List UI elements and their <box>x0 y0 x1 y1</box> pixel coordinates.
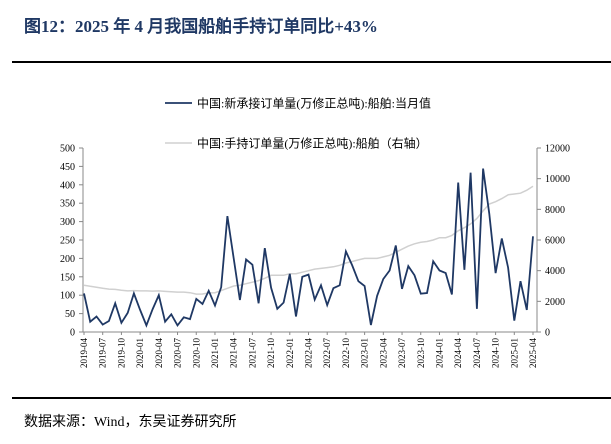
x-tick-label: 2021-07 <box>247 338 257 368</box>
right-tick-label: 8000 <box>545 205 565 216</box>
left-tick-label: 50 <box>65 309 75 320</box>
x-tick-label: 2024-10 <box>491 338 501 368</box>
x-tick-label: 2023-07 <box>397 338 407 368</box>
left-tick-label: 0 <box>70 328 75 339</box>
bottom-divider <box>12 397 611 399</box>
series-new-orders-line <box>83 168 534 328</box>
x-tick-label: 2022-04 <box>304 338 314 368</box>
left-tick-label: 150 <box>60 272 75 283</box>
right-tick-label: 2000 <box>545 297 565 308</box>
left-tick-label: 200 <box>60 254 75 265</box>
left-tick-label: 400 <box>60 180 75 191</box>
right-tick-label: 0 <box>545 328 550 339</box>
right-tick-label: 4000 <box>545 266 565 277</box>
x-tick-label: 2025-04 <box>528 338 538 368</box>
left-tick-label: 300 <box>60 217 75 228</box>
x-tick-label: 2022-10 <box>341 338 351 368</box>
left-tick-label: 450 <box>60 162 75 173</box>
series-orderbook-line <box>83 185 534 295</box>
x-tick-label: 2020-01 <box>135 338 145 368</box>
x-tick-label: 2019-07 <box>98 338 108 368</box>
x-tick-label: 2025-01 <box>509 338 519 368</box>
left-tick-label: 350 <box>60 199 75 210</box>
x-tick-label: 2024-04 <box>453 338 463 368</box>
top-divider <box>12 61 611 63</box>
right-tick-label: 10000 <box>545 174 570 185</box>
right-tick-label: 12000 <box>545 144 570 155</box>
left-tick-label: 100 <box>60 291 75 302</box>
x-tick-label: 2022-01 <box>285 338 295 368</box>
x-tick-label: 2023-10 <box>416 338 426 368</box>
x-tick-label: 2021-10 <box>266 338 276 368</box>
x-tick-label: 2019-10 <box>116 338 126 368</box>
right-tick-label: 6000 <box>545 236 565 247</box>
x-tick-label: 2020-10 <box>191 338 201 368</box>
x-tick-label: 2024-01 <box>434 338 444 368</box>
x-tick-label: 2024-07 <box>472 338 482 368</box>
x-tick-label: 2020-07 <box>173 338 183 368</box>
legend-label: 中国:手持订单量(万修正总吨):船舶（右轴） <box>197 136 428 151</box>
x-tick-label: 2023-01 <box>360 338 370 368</box>
x-tick-label: 2020-04 <box>154 338 164 368</box>
left-tick-label: 500 <box>60 144 75 155</box>
x-tick-label: 2021-04 <box>229 338 239 368</box>
x-tick-label: 2021-01 <box>210 338 220 368</box>
x-tick-label: 2022-07 <box>322 338 332 368</box>
left-tick-label: 250 <box>60 236 75 247</box>
chart-title: 图12：2025 年 4 月我国船舶手持订单同比+43% <box>24 17 378 36</box>
x-tick-label: 2019-04 <box>79 338 89 368</box>
legend-label: 中国:新承接订单量(万修正总吨):船舶:当月值 <box>197 96 431 111</box>
source-note: 数据来源：Wind，东吴证券研究所 <box>24 415 237 430</box>
x-tick-label: 2023-04 <box>378 338 388 368</box>
